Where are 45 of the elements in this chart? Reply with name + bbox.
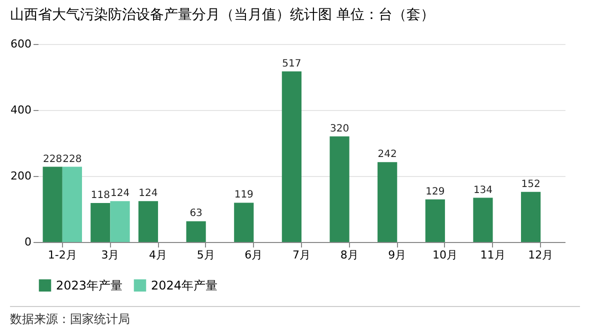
bar (42, 166, 62, 242)
data-label: 124 (138, 188, 158, 200)
bar (186, 221, 206, 242)
bar (62, 166, 82, 242)
legend-label: 2024年产量 (151, 278, 218, 292)
bar (378, 162, 398, 242)
bar (425, 199, 445, 242)
data-label: 228 (43, 154, 62, 165)
bar (473, 198, 493, 242)
data-label: 118 (90, 190, 110, 202)
legend-label: 2023年产量 (56, 278, 123, 292)
data-label: 228 (62, 154, 82, 165)
data-label: 517 (282, 58, 302, 70)
bar (521, 192, 541, 242)
x-tick-label: 5月 (196, 248, 215, 262)
bar (138, 201, 158, 242)
y-tick-label: 600 (10, 38, 32, 50)
x-tick-label: 8月 (340, 248, 358, 262)
y-tick-label: 0 (24, 236, 32, 248)
x-tick-label: 1-2月 (48, 248, 77, 262)
data-label: 320 (330, 123, 350, 134)
x-tick-label: 4月 (149, 248, 168, 262)
y-tick-label: 200 (10, 170, 32, 182)
x-tick-label: 7月 (292, 248, 310, 262)
x-tick-label: 12月 (528, 248, 554, 262)
data-label: 152 (521, 178, 540, 190)
x-tick-label: 6月 (244, 248, 263, 262)
x-tick-label: 3月 (101, 248, 120, 262)
x-tick-label: 11月 (480, 248, 506, 262)
data-label: 129 (426, 186, 445, 198)
bar (234, 202, 254, 242)
data-label: 124 (110, 188, 130, 200)
data-label: 134 (473, 184, 493, 196)
data-label: 63 (190, 208, 202, 220)
x-tick-label: 10月 (432, 248, 458, 262)
x-tick-label: 9月 (388, 248, 406, 262)
data-label: 119 (234, 190, 254, 201)
bar (90, 203, 110, 242)
bar (330, 136, 350, 242)
chart-title: 山西省大气污染防治设备产量分月（当月值）统计图 单位：台（套） (10, 7, 434, 23)
data-label: 242 (378, 149, 397, 160)
source-note: 数据来源：国家统计局 (10, 311, 131, 328)
bar (110, 201, 130, 242)
bar (282, 71, 302, 242)
y-tick-label: 400 (10, 104, 32, 116)
